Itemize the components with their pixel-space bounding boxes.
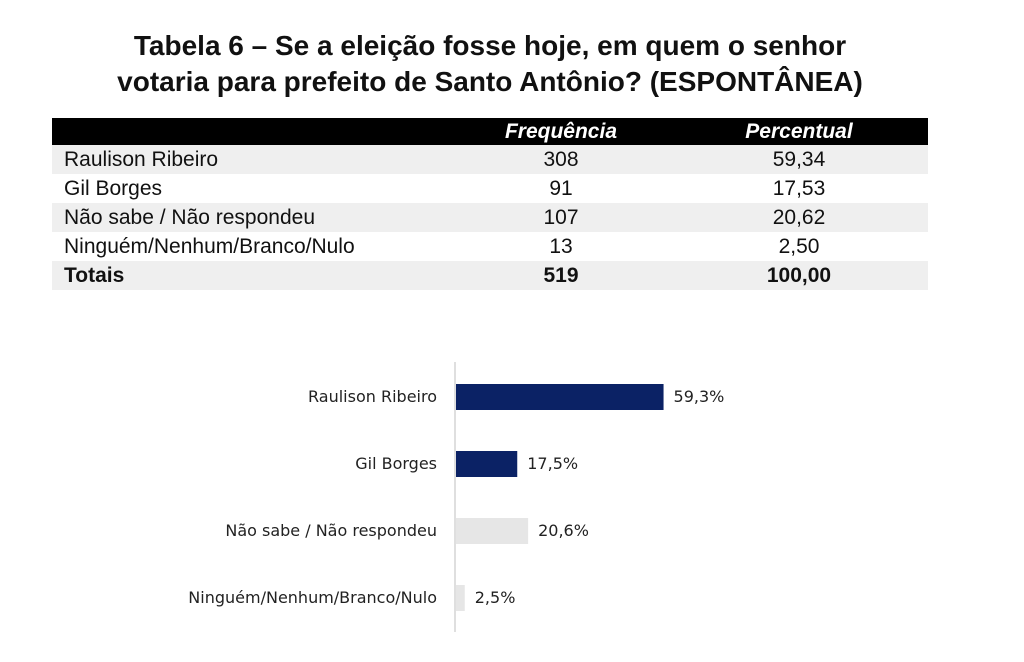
row-percentual: 17,53 (772, 176, 826, 200)
table-row: Raulison Ribeiro 308 59,34 (52, 145, 928, 174)
row-label: Ninguém/Nenhum/Branco/Nulo (64, 234, 355, 258)
row-frequency: 13 (549, 234, 573, 258)
title-line-1: Tabela 6 – Se a eleição fosse hoje, em q… (133, 30, 847, 61)
row-percentual: 2,50 (778, 234, 820, 258)
total-label: Totais (64, 263, 125, 287)
table-total-row: Totais 519 100,00 (52, 261, 928, 290)
row-label: Gil Borges (64, 176, 163, 200)
row-label: Raulison Ribeiro (64, 147, 219, 171)
category-label: Ninguém/Nenhum/Branco/Nulo (188, 588, 437, 607)
results-table: Frequência Percentual Raulison Ribeiro 3… (52, 118, 928, 290)
title-line-2: votaria para prefeito de Santo Antônio? … (117, 66, 863, 97)
bar (456, 585, 465, 611)
category-label: Gil Borges (355, 454, 437, 473)
table-header-row: Frequência Percentual (52, 118, 928, 145)
bar (456, 451, 518, 477)
page-title: Tabela 6 – Se a eleição fosse hoje, em q… (0, 28, 980, 100)
data-label: 2,5% (475, 588, 516, 607)
data-label: 17,5% (527, 454, 578, 473)
row-frequency: 308 (543, 147, 579, 171)
row-frequency: 91 (549, 176, 573, 200)
row-percentual: 59,34 (772, 147, 826, 171)
header-percentual: Percentual (745, 119, 853, 143)
total-percentual: 100,00 (766, 263, 832, 287)
total-frequency: 519 (543, 263, 579, 287)
table-row: Não sabe / Não respondeu 107 20,62 (52, 203, 928, 232)
table-row: Ninguém/Nenhum/Branco/Nulo 13 2,50 (52, 232, 928, 261)
data-label: 20,6% (538, 521, 589, 540)
data-label: 59,3% (674, 387, 725, 406)
row-percentual: 20,62 (772, 205, 826, 229)
category-label: Não sabe / Não respondeu (225, 521, 437, 540)
row-frequency: 107 (543, 205, 579, 229)
bar (456, 518, 529, 544)
row-label: Não sabe / Não respondeu (64, 205, 316, 229)
bar-chart: Raulison Ribeiro 59,3% Gil Borges 17,5% Não … (188, 362, 725, 632)
table-row: Gil Borges 91 17,53 (52, 174, 928, 203)
category-label: Raulison Ribeiro (308, 387, 437, 406)
bar (456, 384, 664, 410)
header-frequency: Frequência (504, 119, 618, 143)
